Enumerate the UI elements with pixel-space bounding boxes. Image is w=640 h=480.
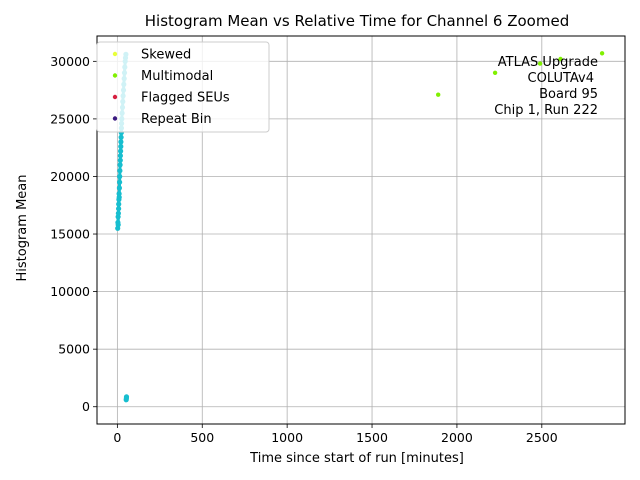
x-tick-label: 1500 [356,430,388,445]
annotation-line-1: ATLAS Upgrade [498,55,598,70]
main-point [117,157,123,163]
x-tick-label: 2500 [526,430,558,445]
main-point [117,153,123,159]
main-point [118,143,124,150]
main-point [116,185,122,191]
legend-marker [112,73,118,78]
main-point [117,173,123,180]
multimodal-point [558,56,563,62]
legend-label: Multimodal [141,69,213,84]
y-tick-label: 0 [82,399,90,414]
main-point [116,206,122,212]
legend-marker [112,51,118,57]
legend-box [96,41,270,133]
multimodal-point [492,70,498,76]
y-tick-label: 25000 [50,111,90,126]
main-point [115,222,121,228]
y-tick-label: 10000 [50,284,90,299]
axis-ticks: 0 500 1000 1500 2000 250005000100001500020000… [50,54,558,445]
legend-label: Repeat Bin [141,112,212,127]
main-point [123,394,130,400]
plot-frame [96,35,626,425]
legend-label: Skewed [141,48,191,63]
x-tick-label: 0 [113,430,121,445]
y-axis-label: Histogram Mean [15,175,30,282]
main-point [116,194,122,200]
annotation-line-2: COLUTAv4 [528,71,594,86]
annotation-line-3: Board 95 [539,87,598,102]
x-axis-label: Time since start of run [minutes] [249,451,464,466]
main-point [118,139,124,145]
legend-marker [112,116,118,121]
x-tick-label: 500 [190,430,214,445]
multimodal-point [436,92,441,97]
legend-marker [112,94,118,100]
main-point [117,168,123,174]
main-point [118,148,124,154]
x-tick-label: 2000 [441,430,473,445]
multimodal-point [537,61,543,66]
atlas-annotation: ATLAS Upgrade COLUTAv4 Board 95 Chip 1, … [494,55,598,118]
main-point [117,179,123,185]
chart-title: Histogram Mean vs Relative Time for Chan… [145,12,569,30]
main-point [115,210,121,216]
main-point [116,201,122,207]
annotation-line-4: Chip 1, Run 222 [494,103,598,118]
main-point [117,162,123,168]
y-tick-label: 15000 [50,227,90,242]
y-tick-label: 5000 [58,342,90,357]
legend-label: Flagged SEUs [141,91,230,106]
main-point [118,134,124,140]
multimodal-point [599,51,605,56]
legend: Skewed Multimodal Flagged SEUs Repeat Bin [96,41,270,133]
y-tick-label: 20000 [50,169,90,184]
x-tick-label: 1000 [271,430,303,445]
y-tick-label: 30000 [50,54,90,69]
